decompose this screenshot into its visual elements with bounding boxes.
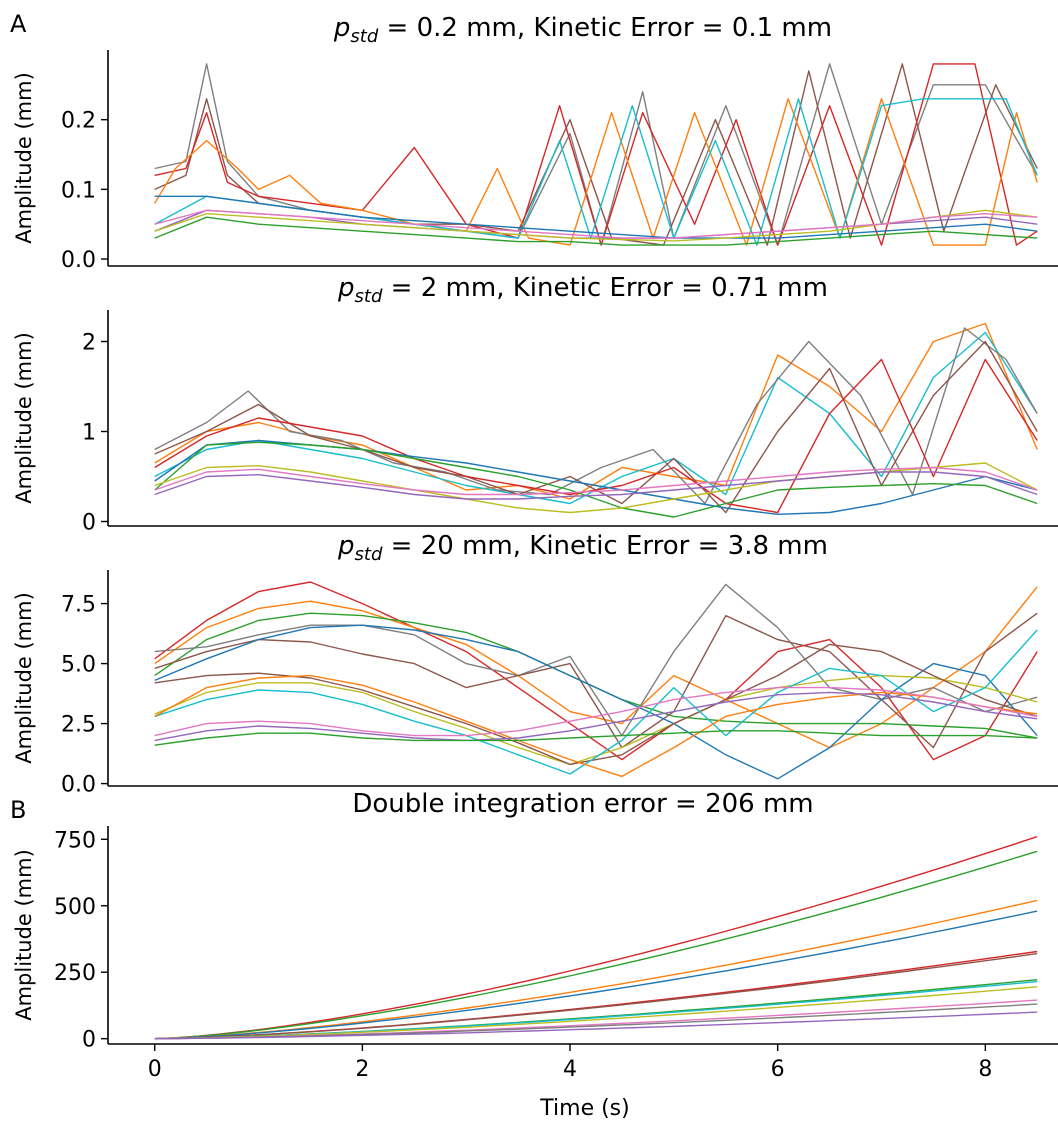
series-line-6 — [154, 195, 1038, 239]
series-line-11 — [154, 686, 1038, 737]
series-group — [154, 835, 1038, 1040]
y-tick-label: 0 — [82, 1028, 96, 1053]
title-variable: p — [337, 273, 355, 303]
y-tick-label: 2 — [82, 331, 96, 356]
title-text: = 0.2 mm, Kinetic Error = 0.1 mm — [378, 13, 832, 43]
panel-label-a: A — [10, 10, 27, 38]
series-line-7 — [154, 441, 1038, 518]
series-line-10 — [154, 209, 1038, 239]
chart-title: pstd = 0.2 mm, Kinetic Error = 0.1 mm — [333, 13, 832, 47]
series-line-12 — [154, 1011, 1038, 1040]
series-group — [154, 581, 1038, 780]
series-line-1 — [154, 63, 1038, 246]
series-line-5 — [154, 358, 1038, 514]
series-line-5 — [154, 612, 1038, 749]
series-line-9 — [154, 466, 1038, 496]
series-line-4 — [154, 340, 1038, 514]
y-tick-label: 5.0 — [61, 653, 96, 678]
series-line-6 — [154, 952, 1038, 1040]
series-line-2 — [154, 63, 1038, 246]
title-subscript: std — [355, 544, 383, 565]
chart-panel-4: Double integration error = 206 mm 0 250 500… — [12, 789, 1058, 1082]
title-variable: p — [333, 13, 351, 43]
series-group — [154, 63, 1038, 246]
title-text: = 2 mm, Kinetic Error = 0.71 mm — [382, 273, 828, 303]
series-line-9 — [154, 986, 1038, 1040]
panel-label-b: B — [10, 796, 26, 824]
chart-panel-3: pstd = 20 mm, Kinetic Error = 3.8 mm 0.0 2… — [12, 531, 1058, 798]
series-line-3 — [154, 63, 1038, 246]
y-tick-label: 500 — [54, 895, 96, 920]
y-tick-label: 0.2 — [61, 109, 96, 134]
title-variable: p — [337, 531, 355, 561]
series-line-8 — [154, 643, 1038, 766]
series-line-13 — [154, 730, 1038, 746]
series-line-3 — [154, 327, 1038, 505]
y-tick-label: 0 — [82, 511, 96, 536]
y-tick-label: 0.0 — [61, 773, 96, 798]
series-group — [154, 322, 1038, 518]
series-line-7 — [154, 216, 1038, 246]
series-line-1 — [154, 581, 1038, 761]
y-axis-label: Amplitude (mm) — [12, 332, 36, 504]
series-line-7 — [154, 674, 1038, 766]
series-line-4 — [154, 910, 1038, 1040]
title-subscript: std — [350, 26, 378, 47]
y-tick-label: 750 — [54, 828, 96, 853]
x-axis-label: Time (s) — [539, 1096, 629, 1121]
x-tick-label: 2 — [355, 1057, 369, 1082]
x-tick-label: 4 — [563, 1057, 577, 1082]
y-tick-label: 0.1 — [61, 178, 96, 203]
x-tick-label: 6 — [771, 1057, 785, 1082]
y-tick-label: 0.0 — [61, 248, 96, 273]
series-line-1 — [154, 835, 1038, 1040]
y-tick-label: 2.5 — [61, 713, 96, 738]
series-line-3 — [154, 899, 1038, 1040]
series-line-10 — [154, 674, 1038, 778]
series-line-9 — [154, 629, 1038, 775]
series-line-2 — [154, 850, 1038, 1040]
chart-panel-1: pstd = 0.2 mm, Kinetic Error = 0.1 mm 0.0… — [12, 13, 1058, 273]
y-axis-label: Amplitude (mm) — [12, 849, 36, 1021]
series-line-6 — [154, 439, 1038, 515]
title-text: = 20 mm, Kinetic Error = 3.8 mm — [382, 531, 828, 561]
y-tick-label: 7.5 — [61, 593, 96, 618]
y-axis-label: Amplitude (mm) — [12, 72, 36, 244]
x-tick-label: 8 — [978, 1057, 992, 1082]
x-tick-label: 0 — [148, 1057, 162, 1082]
chart-title: Double integration error = 206 mm — [352, 789, 813, 819]
series-line-12 — [154, 691, 1038, 742]
series-line-8 — [154, 462, 1038, 514]
y-axis-label: Amplitude (mm) — [12, 592, 36, 764]
series-line-10 — [154, 471, 1038, 500]
y-tick-label: 1 — [82, 421, 96, 446]
y-tick-label: 250 — [54, 961, 96, 986]
series-line-4 — [154, 583, 1038, 737]
series-line-2 — [154, 586, 1038, 749]
chart-panel-2: pstd = 2 mm, Kinetic Error = 0.71 mm 0 1 2 A… — [12, 273, 1058, 536]
chart-title: pstd = 2 mm, Kinetic Error = 0.71 mm — [337, 273, 828, 307]
title-subscript: std — [355, 286, 383, 307]
chart-title: pstd = 20 mm, Kinetic Error = 3.8 mm — [337, 531, 828, 565]
